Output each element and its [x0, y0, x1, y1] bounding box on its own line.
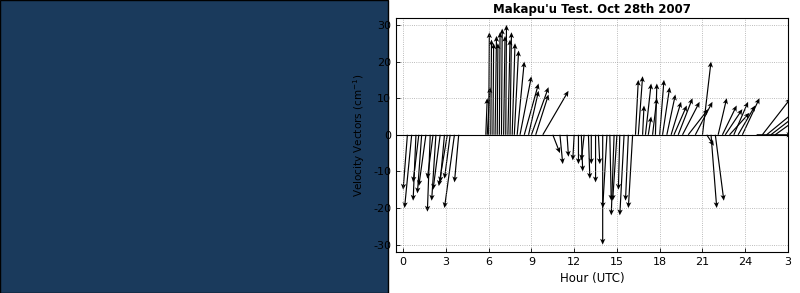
Title: Makapu'u Test. Oct 28th 2007: Makapu'u Test. Oct 28th 2007: [493, 4, 691, 16]
Y-axis label: Velocity Vectors (cm$^{-1}$): Velocity Vectors (cm$^{-1}$): [352, 73, 367, 197]
FancyBboxPatch shape: [0, 0, 388, 293]
X-axis label: Hour (UTC): Hour (UTC): [560, 272, 624, 285]
